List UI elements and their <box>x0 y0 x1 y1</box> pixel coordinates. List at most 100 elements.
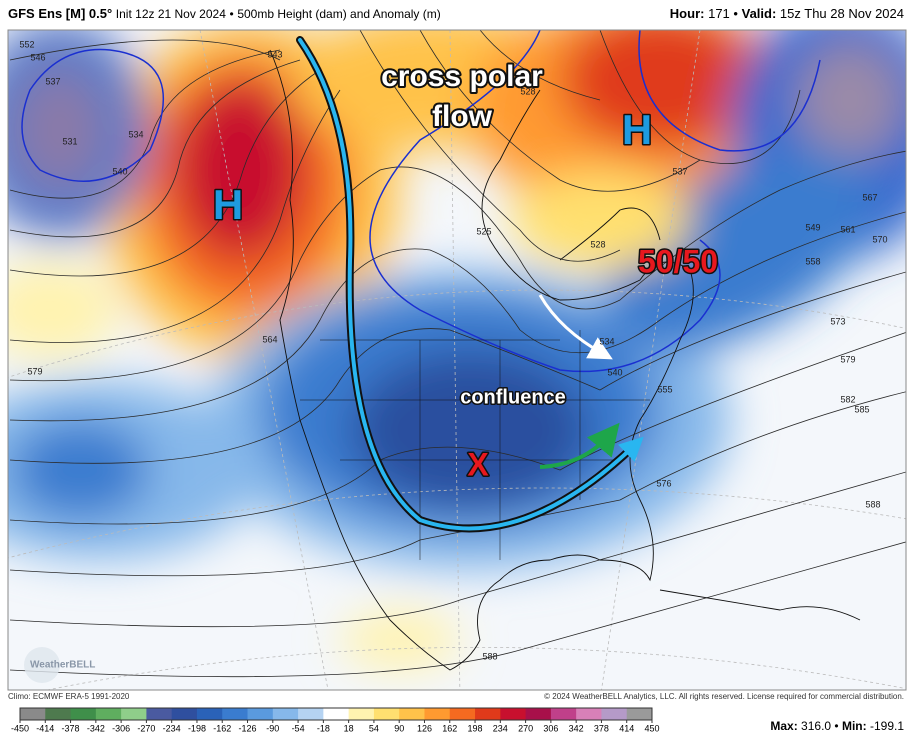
white-arrow <box>538 294 613 360</box>
contour-label: 534 <box>128 129 143 139</box>
colorbar-tick-label: 54 <box>369 723 379 733</box>
contour-label: 540 <box>607 367 622 377</box>
colorbar-cell <box>550 708 577 720</box>
colorbar-cell <box>424 708 451 720</box>
colorbar-tick-label: -306 <box>112 723 130 733</box>
high-label: H <box>622 106 652 153</box>
annotation: flow <box>432 100 493 133</box>
contour-label: 552 <box>19 39 34 49</box>
map-frame <box>7 29 907 691</box>
colorbar-cell <box>576 708 602 720</box>
colorbar-cell <box>45 708 72 720</box>
colorbar-cell <box>373 708 400 720</box>
flow-arrow <box>298 38 644 531</box>
colorbar-cell <box>399 708 425 720</box>
colorbar-tick-label: 90 <box>394 723 404 733</box>
contour-label: 528 <box>590 239 605 249</box>
colorbar-cell <box>475 708 501 720</box>
colorbar-frame <box>19 707 653 721</box>
contour-label: 537 <box>672 166 687 176</box>
colorbar-tick-label: -198 <box>188 723 206 733</box>
header-right: Hour: 171 • Valid: 15z Thu 28 Nov 2024 <box>670 6 904 21</box>
colorbar-cell <box>525 708 552 720</box>
hour: 171 <box>708 6 730 21</box>
header-left: GFS Ens [M] 0.5° Init 12z 21 Nov 2024 • … <box>8 6 441 21</box>
colorbar-tick-label: 126 <box>417 723 432 733</box>
contour-label: 579 <box>840 354 855 364</box>
contour-label: 555 <box>657 384 672 394</box>
hour-label: Hour: <box>670 6 705 21</box>
contour-label: 585 <box>854 404 869 414</box>
contour-label: 537 <box>45 76 60 86</box>
contour-label: 567 <box>862 192 877 202</box>
model: GFS Ens [M] 0.5° <box>8 6 112 21</box>
max: 316.0 <box>801 719 831 733</box>
colorbar-cell <box>323 708 350 720</box>
540-contour <box>369 30 821 373</box>
contour-label: 528 <box>520 86 535 96</box>
colorbar-tick-label: 234 <box>493 723 508 733</box>
fifty-fifty: 50/50 <box>638 243 718 279</box>
contour-labels: 552 546 537 531 534 540 543 564 579 525 528 528 537 5… <box>19 39 887 661</box>
annotation: cross polar <box>381 60 543 93</box>
colorbar-tick-label: -234 <box>163 723 181 733</box>
separator: • <box>834 719 838 733</box>
colorbar-tick-label: -270 <box>137 723 155 733</box>
colorbar-cell <box>146 708 173 720</box>
colorbar-tick-label: 162 <box>442 723 457 733</box>
colorbar-tick-label: 378 <box>594 723 609 733</box>
contour-label: 558 <box>805 256 820 266</box>
contour-label: 561 <box>840 224 855 234</box>
confluence: confluence <box>460 386 566 408</box>
contour-label: 573 <box>830 316 845 326</box>
contour-label: 540 <box>112 166 127 176</box>
contour-label: 582 <box>840 394 855 404</box>
colorbar-cell <box>95 708 122 720</box>
logo: WeatherBELL <box>30 660 95 671</box>
colorbar-cell <box>222 708 249 720</box>
min-label: Min: <box>842 719 867 733</box>
colorbar-cell <box>500 708 527 720</box>
colorbar-cell <box>449 708 476 720</box>
colorbar-tick-label: 414 <box>619 723 634 733</box>
contour-label: 564 <box>262 334 277 344</box>
separator: • <box>733 6 738 21</box>
colorbar-cell <box>196 708 223 720</box>
field: 500mb Height (dam) and Anomaly (m) <box>237 7 440 21</box>
high-label: H <box>213 181 243 228</box>
valid: 15z Thu 28 Nov 2024 <box>780 6 904 21</box>
colorbar-cell <box>626 708 653 720</box>
contour-label: 546 <box>30 52 45 62</box>
540-contour <box>21 48 165 182</box>
max-min: Max: 316.0 • Min: -199.1 <box>770 719 904 733</box>
colorbar-cell <box>298 708 324 720</box>
colorbar-tick-label: -126 <box>239 723 257 733</box>
colorbar-tick-label: 306 <box>543 723 558 733</box>
green-arrow <box>539 422 620 469</box>
colorbar-cell <box>247 708 274 720</box>
contour-label: 570 <box>872 234 887 244</box>
colorbar-tick-label: 198 <box>468 723 483 733</box>
separator: • <box>230 7 234 21</box>
x-mark: X <box>467 446 489 482</box>
colorbar-tick-label: -414 <box>36 723 54 733</box>
colorbar: -450 -414 -378 -342 -306 -270 -234 -198 -162 -126… <box>11 707 660 733</box>
contour-label: 588 <box>865 499 880 509</box>
map: 552 546 537 531 534 540 543 564 579 525 528 528 537 5… <box>8 30 906 690</box>
colorbar-cell <box>121 708 147 720</box>
colorbar-cell <box>171 708 198 720</box>
climo: Climo: ECMWF ERA-5 1991-2020 <box>8 692 130 701</box>
contour-label: 543 <box>267 49 282 59</box>
colorbar-cell <box>348 708 375 720</box>
logo-globe <box>24 647 60 683</box>
colorbar-tick-label: -378 <box>62 723 80 733</box>
contour-label: 588 <box>482 651 497 661</box>
coastlines <box>269 49 861 671</box>
colorbar-tick-label: 18 <box>344 723 354 733</box>
contour-label: 579 <box>27 366 42 376</box>
contour-label: 576 <box>656 478 671 488</box>
colorbar-tick-label: -18 <box>317 723 330 733</box>
colorbar-tick-label: -450 <box>11 723 29 733</box>
colorbar-tick-label: 342 <box>569 723 584 733</box>
